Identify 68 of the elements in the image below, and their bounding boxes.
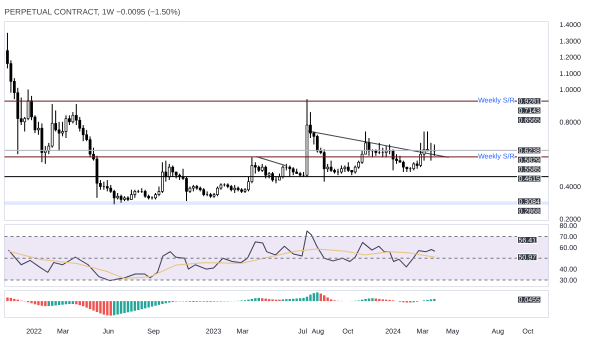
candlestick [368, 137, 370, 156]
candlestick [392, 148, 394, 171]
bar [54, 301, 57, 306]
bar [34, 301, 36, 304]
bar [150, 301, 154, 307]
bar [309, 294, 312, 302]
bar [44, 301, 47, 306]
bar [320, 294, 322, 302]
chart-title: PERPETUAL CONTRACT, 1W −0.0095 (−1.50%) [4, 8, 181, 16]
bar [110, 301, 112, 316]
line-series [8, 248, 436, 279]
candlestick [106, 180, 109, 192]
bar [48, 301, 50, 306]
bar [316, 292, 319, 302]
bar [261, 298, 264, 302]
candlestick [330, 160, 332, 172]
bar [258, 298, 260, 302]
bar [326, 297, 329, 302]
bar [378, 298, 381, 302]
candlestick [130, 189, 133, 200]
bar [433, 298, 436, 302]
bar [64, 301, 68, 304]
bar [82, 301, 84, 306]
bar [37, 301, 40, 306]
bar [40, 301, 44, 306]
bar [13, 298, 16, 302]
bar [68, 301, 71, 304]
bar [120, 301, 122, 314]
bar [250, 298, 254, 302]
bar [158, 301, 160, 305]
candlestick [64, 114, 68, 138]
candlestick [74, 104, 78, 126]
candlestick [112, 189, 116, 205]
bar [72, 301, 74, 304]
bar [140, 301, 143, 310]
bar [312, 293, 316, 302]
line-series [8, 230, 436, 282]
bar [6, 297, 9, 302]
candlestick [402, 160, 405, 172]
bar [130, 301, 133, 312]
bar [137, 301, 140, 310]
bar [99, 301, 102, 314]
bar [75, 301, 78, 304]
bar [298, 298, 302, 302]
bar [78, 301, 81, 306]
bar [323, 295, 326, 302]
bar [102, 301, 106, 315]
bar [302, 298, 305, 302]
bar [161, 301, 164, 304]
bar [288, 298, 291, 302]
bar [58, 301, 60, 306]
bar [254, 298, 257, 302]
bar [116, 301, 119, 314]
candlestick [216, 186, 219, 197]
bar [88, 301, 92, 310]
bar [112, 301, 116, 316]
bar [295, 298, 298, 302]
bar [51, 301, 54, 306]
bar [264, 298, 267, 302]
bar [144, 301, 146, 308]
bar [134, 301, 136, 311]
bar [10, 298, 12, 302]
bar [147, 301, 150, 308]
bar [292, 298, 294, 302]
bar [371, 298, 374, 302]
bar [85, 301, 88, 308]
bar [374, 298, 378, 302]
bar [106, 301, 109, 316]
